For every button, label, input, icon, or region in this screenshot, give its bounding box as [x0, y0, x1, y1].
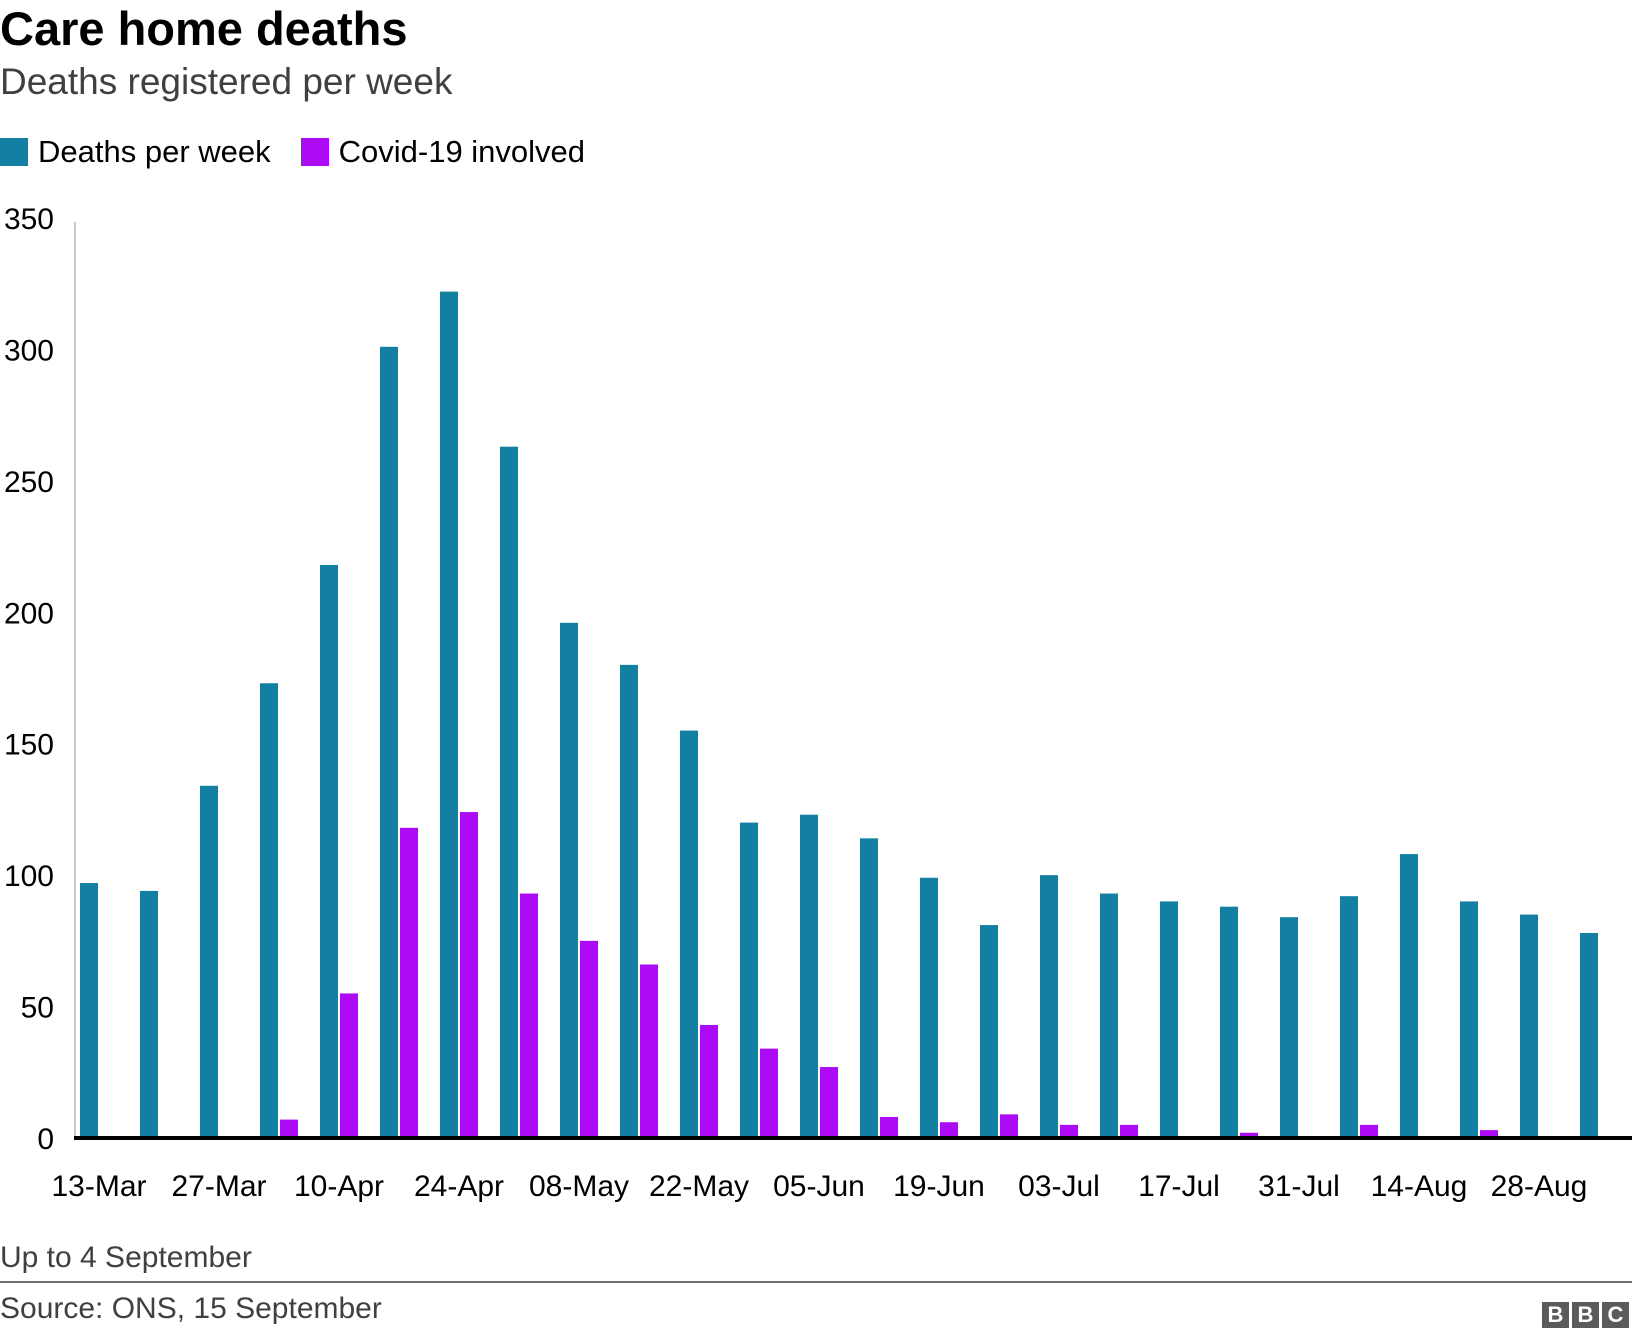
- bar-deaths-per-week: [80, 883, 98, 1138]
- bar-deaths-per-week: [1220, 906, 1238, 1138]
- legend-item-deaths: Deaths per week: [0, 134, 271, 170]
- legend-label-covid: Covid-19 involved: [338, 134, 586, 169]
- chart-subtitle: Deaths registered per week: [0, 61, 453, 102]
- bar-covid-19-involved: [700, 1024, 718, 1138]
- bar-deaths-per-week: [800, 814, 818, 1138]
- bbc-logo-block: B: [1542, 1302, 1569, 1328]
- x-tick-label: 19-Jun: [893, 1170, 985, 1203]
- x-tick-label: 24-Apr: [414, 1170, 504, 1203]
- legend-swatch-deaths: [0, 138, 28, 166]
- y-tick-label: 350: [4, 203, 54, 236]
- bar-deaths-per-week: [380, 346, 398, 1138]
- bar-deaths-per-week: [1100, 893, 1118, 1138]
- bar-covid-19-involved: [1000, 1114, 1018, 1138]
- bar-deaths-per-week: [1280, 917, 1298, 1138]
- y-tick-label: 50: [21, 992, 54, 1025]
- bar-covid-19-involved: [1360, 1124, 1378, 1138]
- bar-deaths-per-week: [320, 564, 338, 1138]
- bar-deaths-per-week: [1580, 932, 1598, 1138]
- bar-covid-19-involved: [1120, 1124, 1138, 1138]
- x-tick-label: 28-Aug: [1491, 1170, 1588, 1203]
- x-tick-label: 31-Jul: [1258, 1170, 1340, 1203]
- source-text: Source: ONS, 15 September: [0, 1292, 382, 1325]
- x-tick-label: 14-Aug: [1371, 1170, 1468, 1203]
- y-tick-label: 300: [4, 334, 54, 367]
- bar-covid-19-involved: [940, 1122, 958, 1138]
- bar-covid-19-involved: [400, 827, 418, 1138]
- bar-deaths-per-week: [260, 683, 278, 1138]
- y-axis-ticks: 0 50 100 150 200 250 300 350: [4, 203, 54, 1156]
- bar-covid-19-involved: [580, 940, 598, 1138]
- bar-covid-19-involved: [1240, 1132, 1258, 1138]
- bar-deaths-per-week: [560, 622, 578, 1138]
- x-tick-label: 03-Jul: [1018, 1170, 1100, 1203]
- x-tick-label: 17-Jul: [1138, 1170, 1220, 1203]
- x-tick-label: 05-Jun: [773, 1170, 865, 1203]
- bar-covid-19-involved: [520, 893, 538, 1138]
- x-tick-label: 27-Mar: [171, 1170, 266, 1203]
- chart-title: Care home deaths: [0, 2, 408, 55]
- bar-covid-19-involved: [280, 1119, 298, 1138]
- bbc-logo-block: B: [1572, 1302, 1599, 1328]
- chart-note: Up to 4 September: [0, 1241, 252, 1274]
- bar-deaths-per-week: [1160, 901, 1178, 1138]
- bar-deaths-per-week: [1040, 875, 1058, 1138]
- bar-deaths-per-week: [680, 730, 698, 1138]
- bar-deaths-per-week: [140, 890, 158, 1138]
- y-tick-label: 250: [4, 466, 54, 499]
- bar-deaths-per-week: [200, 785, 218, 1138]
- y-tick-label: 100: [4, 860, 54, 893]
- bar-deaths-per-week: [860, 838, 878, 1138]
- x-tick-label: 08-May: [529, 1170, 629, 1203]
- bbc-logo-block: C: [1602, 1302, 1629, 1328]
- bar-covid-19-involved: [820, 1067, 838, 1138]
- bar-deaths-per-week: [1400, 854, 1418, 1138]
- bars: [80, 291, 1598, 1139]
- x-tick-label: 10-Apr: [294, 1170, 384, 1203]
- y-tick-label: 200: [4, 597, 54, 630]
- bar-deaths-per-week: [440, 291, 458, 1139]
- bar-deaths-per-week: [500, 446, 518, 1139]
- bar-covid-19-involved: [640, 964, 658, 1138]
- bar-deaths-per-week: [1460, 901, 1478, 1138]
- bar-covid-19-involved: [880, 1116, 898, 1138]
- bar-covid-19-involved: [1480, 1130, 1498, 1138]
- legend: Deaths per week Covid-19 involved: [0, 134, 615, 170]
- x-tick-label: 13-Mar: [51, 1170, 146, 1203]
- x-axis-ticks: 13-Mar 27-Mar 10-Apr 24-Apr 08-May 22-May 05-J…: [51, 1170, 1587, 1203]
- bar-chart: 0 50 100 150 200 250 300 350 13-Mar 27-Mar 10-Apr…: [4, 203, 1632, 1203]
- y-tick-label: 0: [37, 1123, 54, 1156]
- y-tick-label: 150: [4, 729, 54, 762]
- x-axis-baseline: [74, 1136, 1632, 1140]
- legend-swatch-covid: [300, 138, 329, 166]
- legend-item-covid: Covid-19 involved: [300, 134, 586, 170]
- bar-covid-19-involved: [1060, 1124, 1078, 1138]
- legend-label-deaths: Deaths per week: [38, 134, 271, 169]
- bar-deaths-per-week: [740, 822, 758, 1138]
- bar-deaths-per-week: [980, 925, 998, 1138]
- bar-deaths-per-week: [1340, 896, 1358, 1138]
- footer-divider: [0, 1281, 1632, 1283]
- x-tick-label: 22-May: [649, 1170, 749, 1203]
- bar-deaths-per-week: [1520, 914, 1538, 1138]
- bbc-logo: B B C: [1542, 1302, 1629, 1328]
- bar-covid-19-involved: [460, 812, 478, 1138]
- bar-covid-19-involved: [760, 1048, 778, 1138]
- bar-deaths-per-week: [620, 664, 638, 1138]
- bar-deaths-per-week: [920, 877, 938, 1138]
- bar-covid-19-involved: [340, 993, 358, 1138]
